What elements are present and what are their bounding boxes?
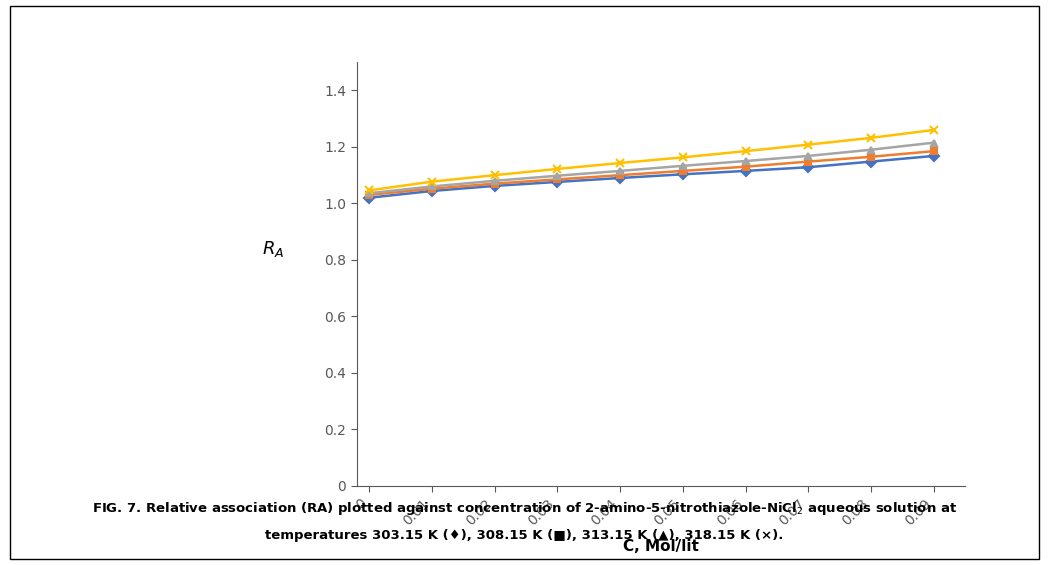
Text: temperatures 303.15 K (♦), 308.15 K (■), 313.15 K (▲), 318.15 K (×).: temperatures 303.15 K (♦), 308.15 K (■),… xyxy=(265,529,784,542)
Text: $R_A$: $R_A$ xyxy=(261,238,284,259)
X-axis label: C, Mol/lit: C, Mol/lit xyxy=(623,539,699,554)
Text: FIG. 7. Relative association (RA) plotted against concentration of 2-amino-5-nit: FIG. 7. Relative association (RA) plotte… xyxy=(92,500,957,517)
